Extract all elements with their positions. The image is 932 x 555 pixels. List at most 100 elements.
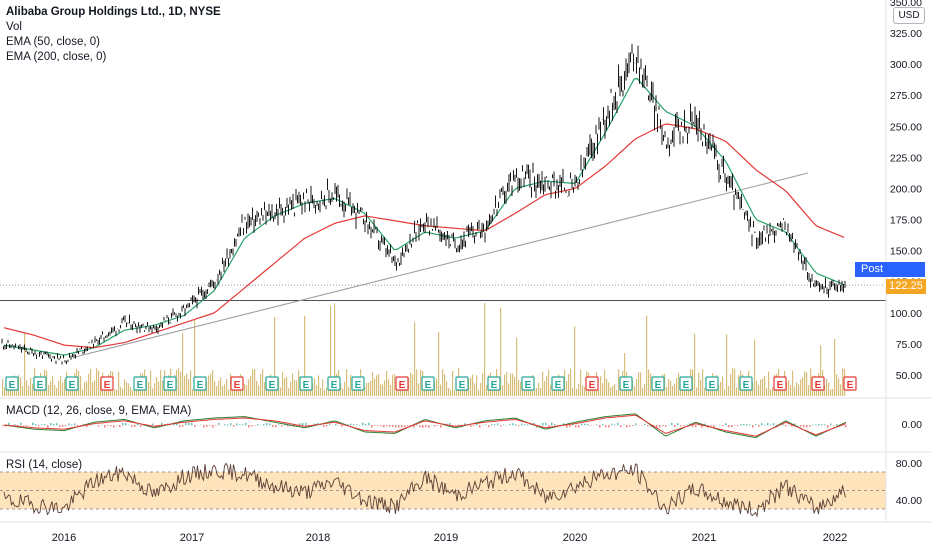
- earnings-icon-letter: E: [69, 380, 76, 391]
- volume-bar: [180, 372, 181, 396]
- volume-bar: [414, 322, 415, 396]
- volume-bar: [248, 379, 249, 396]
- volume-bar: [670, 381, 671, 396]
- macd-histogram-bar: [35, 424, 37, 425]
- volume-bar: [394, 374, 395, 396]
- macd-histogram-bar: [380, 425, 382, 426]
- macd-histogram-bar: [569, 425, 571, 427]
- volume-bar: [612, 386, 613, 396]
- volume-bar: [542, 372, 543, 396]
- earnings-icon-letter: E: [37, 380, 44, 391]
- volume-bar: [324, 390, 325, 396]
- volume-bar: [442, 369, 443, 396]
- macd-histogram-bar: [353, 424, 355, 425]
- macd-histogram-bar: [20, 423, 22, 426]
- volume-bar: [374, 379, 375, 396]
- ema200-line: [4, 124, 844, 348]
- macd-histogram-bar: [674, 425, 676, 427]
- volume-bar: [376, 375, 377, 396]
- macd-histogram-bar: [749, 424, 751, 425]
- volume-bar: [610, 387, 611, 396]
- volume-bar: [288, 388, 289, 396]
- earnings-icon-letter: E: [655, 380, 662, 391]
- macd-histogram-bar: [803, 425, 805, 427]
- macd-histogram-bar: [383, 425, 385, 427]
- volume-bar: [734, 368, 735, 396]
- volume-bar: [90, 369, 91, 396]
- volume-bar: [798, 384, 799, 396]
- macd-histogram-bar: [257, 424, 259, 425]
- volume-bar: [570, 368, 571, 396]
- macd-histogram-bar: [329, 424, 331, 425]
- earnings-icon-letter: E: [815, 380, 822, 391]
- macd-histogram-bar: [230, 423, 232, 425]
- macd-histogram-bar: [341, 425, 343, 427]
- macd-histogram-bar: [686, 425, 688, 426]
- volume-bar: [4, 387, 5, 396]
- volume-bar: [582, 385, 583, 396]
- volume-bar: [420, 370, 421, 396]
- macd-histogram-bar: [434, 425, 436, 426]
- currency-badge[interactable]: USD: [893, 7, 925, 24]
- volume-bar: [282, 372, 283, 396]
- macd-histogram-bar: [683, 425, 685, 426]
- macd-histogram-bar: [833, 425, 835, 426]
- rsi-tick-label: 40.00: [896, 495, 922, 507]
- macd-histogram-bar: [647, 425, 649, 426]
- earnings-icon-letter: E: [709, 380, 716, 391]
- macd-histogram-bar: [32, 423, 34, 426]
- earnings-icon-letter: E: [269, 380, 276, 391]
- volume-bar: [98, 371, 99, 396]
- volume-bar: [214, 381, 215, 396]
- earnings-icon-letter: E: [459, 380, 466, 391]
- macd-histogram-bar: [401, 425, 403, 427]
- volume-bar: [48, 385, 49, 396]
- volume-bar: [150, 371, 151, 396]
- volume-bar: [222, 386, 223, 396]
- volume-bar: [228, 389, 229, 396]
- volume-bar: [184, 376, 185, 396]
- volume-bar: [190, 371, 191, 396]
- volume-bar: [160, 370, 161, 396]
- volume-bar: [702, 369, 703, 396]
- macd-histogram-bar: [209, 425, 211, 426]
- volume-bar: [380, 384, 381, 396]
- volume-bar: [208, 376, 209, 396]
- volume-bar: [452, 371, 453, 396]
- macd-histogram-bar: [845, 425, 847, 427]
- volume-bar: [368, 383, 369, 396]
- macd-histogram-bar: [422, 425, 424, 428]
- macd-histogram-bar: [629, 425, 631, 427]
- volume-bar: [256, 381, 257, 396]
- earnings-icon-letter: E: [491, 380, 498, 391]
- macd-histogram-bar: [377, 425, 379, 426]
- volume-bar: [756, 381, 757, 396]
- time-axis-label: 2017: [180, 532, 204, 544]
- macd-histogram-bar: [677, 423, 679, 425]
- volume-bar: [96, 368, 97, 396]
- macd-histogram-bar: [14, 424, 16, 425]
- volume-bar: [116, 390, 117, 396]
- macd-histogram-bar: [818, 424, 820, 425]
- price-tick-label: 250.00: [890, 121, 922, 133]
- volume-bar: [696, 387, 697, 396]
- volume-bar: [416, 370, 417, 396]
- volume-bar: [30, 378, 31, 396]
- volume-bar: [502, 385, 503, 396]
- volume-bar: [544, 381, 545, 396]
- volume-bar: [834, 339, 835, 396]
- price-tick-label: 50.00: [896, 370, 922, 382]
- volume-bar: [642, 388, 643, 396]
- macd-histogram-bar: [77, 425, 79, 426]
- price-tick-label: 175.00: [890, 215, 922, 227]
- earnings-icon-letter: E: [425, 380, 432, 391]
- volume-bar: [350, 374, 351, 396]
- volume-bar: [578, 384, 579, 396]
- earnings-icon-letter: E: [525, 380, 532, 391]
- volume-bar: [448, 388, 449, 396]
- time-axis-label: 2018: [306, 532, 330, 544]
- macd-histogram-bar: [455, 425, 457, 426]
- macd-histogram-bar: [227, 424, 229, 425]
